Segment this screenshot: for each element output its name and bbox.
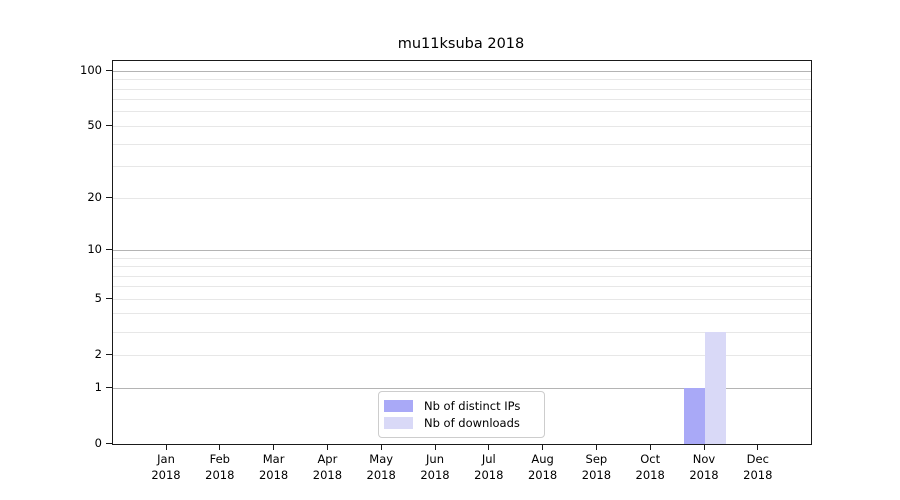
y-tick-mark — [106, 124, 112, 126]
x-tick-label: Jun 2018 — [420, 452, 450, 482]
y-tick-label: 5 — [94, 291, 102, 306]
chart-title: mu11ksuba 2018 — [397, 36, 525, 52]
x-tick-mark — [273, 444, 275, 450]
minor-gridline — [113, 125, 811, 127]
legend-swatch-downloads — [384, 416, 413, 429]
minor-gridline — [113, 298, 811, 300]
x-tick-mark — [219, 444, 221, 450]
legend-item-downloads: Nb of downloads — [384, 416, 536, 430]
y-tick-label: 1 — [94, 380, 102, 394]
minor-gridline — [113, 275, 811, 277]
y-tick-mark — [106, 297, 112, 299]
x-tick-label: Oct 2018 — [635, 452, 665, 482]
x-tick-label: Apr 2018 — [312, 452, 343, 482]
minor-gridline — [113, 166, 811, 168]
x-tick-label: Jan 2018 — [151, 452, 181, 482]
x-tick-label: Dec 2018 — [743, 452, 773, 482]
y-tick-label: 50 — [87, 118, 102, 133]
x-tick-label: Feb 2018 — [205, 452, 235, 482]
x-tick-label: Jul 2018 — [474, 452, 504, 482]
minor-gridline — [113, 331, 811, 333]
x-tick-mark — [434, 444, 436, 450]
legend: Nb of distinct IPs Nb of downloads — [378, 391, 545, 438]
y-tick-mark — [106, 442, 112, 444]
minor-gridline — [113, 313, 811, 315]
x-tick-label: Mar 2018 — [258, 452, 289, 482]
minor-gridline — [113, 143, 811, 145]
y-tick-label: 10 — [87, 242, 102, 257]
bar-distinct-ips — [684, 388, 705, 444]
minor-gridline — [113, 88, 811, 90]
y-tick-mark — [106, 353, 112, 355]
x-tick-label: Aug 2018 — [527, 452, 558, 482]
major-gridline — [113, 387, 811, 389]
y-tick-label: 20 — [87, 190, 102, 205]
x-tick-mark — [165, 444, 167, 450]
minor-gridline — [113, 257, 811, 259]
legend-item-distinct-ips: Nb of distinct IPs — [384, 399, 536, 413]
y-tick-label: 0 — [94, 436, 102, 450]
minor-gridline — [113, 266, 811, 267]
bar-downloads — [705, 332, 726, 444]
y-tick-mark — [106, 248, 112, 250]
x-tick-mark — [595, 444, 597, 450]
major-gridline — [113, 249, 811, 251]
x-tick-label: May 2018 — [366, 452, 396, 482]
minor-gridline — [113, 197, 811, 199]
x-tick-label: Sep 2018 — [581, 452, 612, 482]
x-tick-mark — [703, 444, 705, 450]
y-tick-mark — [106, 386, 112, 388]
y-tick-label: 100 — [80, 63, 102, 78]
y-tick-mark — [106, 196, 112, 198]
legend-label: Nb of downloads — [424, 415, 520, 430]
plot-area — [112, 60, 812, 445]
legend-swatch-distinct-ips — [384, 400, 413, 413]
minor-gridline — [113, 79, 811, 81]
x-tick-mark — [488, 444, 490, 450]
minor-gridline — [113, 99, 811, 101]
major-gridline — [113, 70, 811, 72]
x-tick-mark — [649, 444, 651, 450]
y-tick-label: 2 — [94, 347, 102, 362]
minor-gridline — [113, 286, 811, 288]
y-tick-mark — [106, 69, 112, 71]
minor-gridline — [113, 354, 811, 356]
x-tick-mark — [542, 444, 544, 450]
legend-label: Nb of distinct IPs — [424, 399, 521, 414]
x-tick-mark — [380, 444, 382, 450]
minor-gridline — [113, 111, 811, 113]
x-tick-mark — [326, 444, 328, 450]
x-tick-mark — [757, 444, 759, 450]
x-tick-label: Nov 2018 — [689, 452, 719, 482]
